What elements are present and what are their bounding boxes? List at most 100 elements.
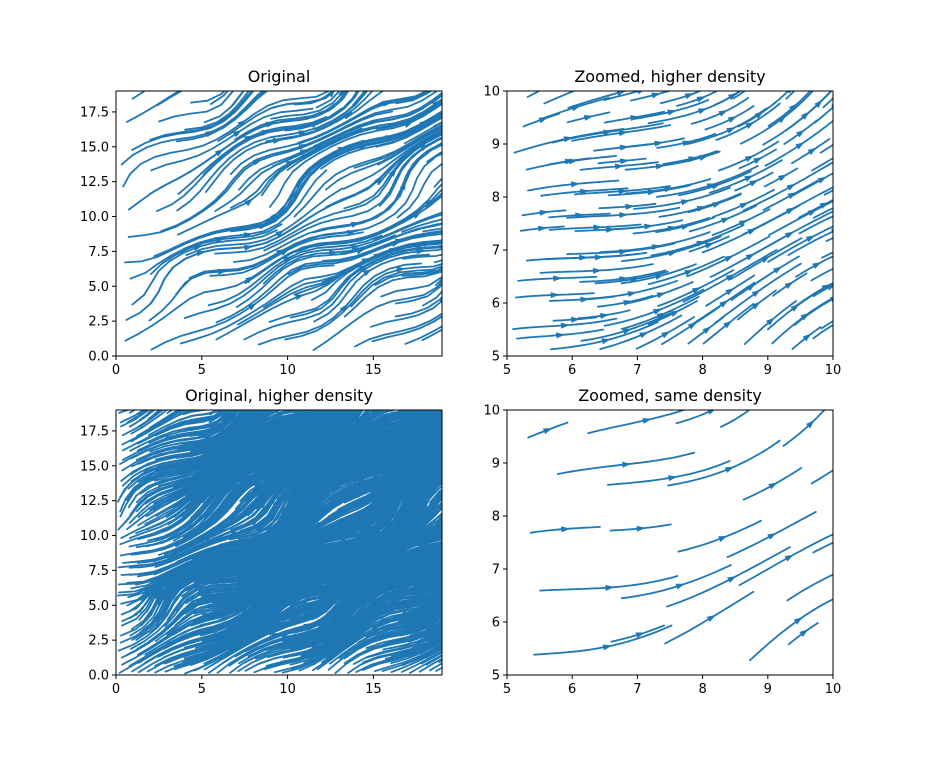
- streamline: [388, 627, 442, 650]
- streamline-arrow: [441, 566, 442, 568]
- streamline: [150, 223, 283, 275]
- streamline-arrow: [462, 627, 471, 635]
- streamline-arrow: [504, 453, 513, 460]
- streamline: [184, 91, 251, 131]
- streamline: [408, 617, 442, 637]
- streamline: [346, 420, 442, 458]
- streamline-arrow: [504, 451, 513, 458]
- streamline-arrow: [243, 369, 252, 375]
- streamline-arrow: [516, 142, 525, 149]
- streamline: [373, 607, 442, 636]
- streamline: [437, 503, 442, 509]
- streamline-arrow: [550, 371, 559, 378]
- streamline-arrow: [490, 376, 499, 382]
- streamline: [343, 245, 442, 282]
- streamline-arrow: [294, 294, 305, 301]
- streamline-arrow: [450, 395, 459, 402]
- streamline: [124, 235, 369, 342]
- streamline-arrow: [391, 364, 400, 370]
- streamline-arrow: [490, 554, 499, 560]
- streamline: [176, 91, 367, 212]
- streamline: [375, 116, 442, 148]
- streamline-arrow: [484, 438, 493, 444]
- streamline-arrow: [661, 331, 671, 339]
- streamline: [435, 517, 442, 524]
- streamline-arrow: [843, 315, 852, 321]
- streamline: [281, 410, 331, 421]
- streamline: [438, 528, 442, 532]
- streamline: [327, 440, 442, 494]
- streamline: [438, 575, 442, 579]
- streamline-arrow: [744, 175, 754, 182]
- streamline-arrow: [812, 261, 822, 269]
- streamline: [130, 410, 169, 435]
- streamline-arrow: [453, 444, 462, 450]
- streamline-arrow: [446, 539, 455, 545]
- streamline-arrow: [531, 390, 540, 397]
- streamline: [406, 471, 442, 520]
- streamline-arrow: [443, 581, 452, 588]
- streamline: [418, 628, 442, 644]
- streamline: [393, 455, 442, 505]
- streamline: [354, 312, 442, 348]
- streamline-arrow: [445, 59, 454, 66]
- streamline-arrow: [807, 147, 817, 155]
- streamline: [620, 564, 732, 600]
- streamline-arrow: [338, 91, 345, 98]
- streamline-arrow: [446, 631, 455, 639]
- streamline-arrow: [466, 382, 475, 389]
- streamline: [286, 99, 442, 171]
- streamline-arrow: [497, 589, 506, 595]
- y-tick-label: 5: [492, 350, 500, 365]
- streamline-arrow: [553, 275, 563, 282]
- streamline-arrow: [651, 92, 661, 99]
- streamline-arrow: [561, 526, 571, 533]
- streamline-arrow: [817, 176, 827, 184]
- streamline: [411, 465, 442, 495]
- streamline: [398, 425, 442, 450]
- y-tick-label: 0.0: [88, 350, 109, 365]
- x-tick-label: 6: [568, 682, 576, 697]
- streamline-arrow: [468, 615, 476, 624]
- streamline-arrow: [490, 421, 499, 427]
- streamline: [370, 299, 442, 328]
- streamline: [785, 91, 796, 100]
- streamline-arrow: [468, 79, 477, 85]
- streamline: [437, 490, 442, 495]
- streamline: [150, 264, 335, 351]
- streamline-arrow: [482, 557, 491, 563]
- streamline-arrow: [449, 579, 458, 586]
- streamline-arrow: [510, 510, 518, 518]
- streamline-arrow: [279, 49, 288, 55]
- streamline: [301, 410, 353, 443]
- streamline-arrow: [486, 526, 495, 534]
- streamline: [389, 410, 439, 430]
- streamline-arrow: [479, 476, 488, 482]
- streamline: [372, 557, 442, 576]
- streamline-arrow: [574, 37, 583, 43]
- streamline: [399, 439, 442, 465]
- streamline-arrow: [550, 292, 560, 299]
- streamline-arrow: [328, 250, 339, 257]
- streamline: [150, 107, 314, 172]
- streamline: [410, 467, 442, 501]
- streamline-arrow: [551, 605, 560, 613]
- streamline: [812, 323, 833, 340]
- streamline-arrow: [352, 371, 361, 378]
- streamline: [373, 211, 442, 241]
- streamline-arrow: [498, 380, 507, 386]
- streamline: [656, 165, 759, 198]
- streamline-arrow: [488, 106, 497, 112]
- streamline-arrow: [443, 403, 452, 411]
- streamline: [392, 568, 442, 577]
- streamline-arrow: [490, 444, 499, 450]
- streamline-arrow: [664, 186, 674, 193]
- streamline: [345, 183, 442, 242]
- streamline: [379, 584, 442, 600]
- streamline: [430, 596, 442, 607]
- streamline-arrow: [410, 361, 419, 367]
- streamline-arrow: [784, 281, 794, 289]
- streamline-arrow: [282, 256, 293, 263]
- streamline-arrow: [468, 430, 477, 436]
- streamline: [297, 91, 429, 144]
